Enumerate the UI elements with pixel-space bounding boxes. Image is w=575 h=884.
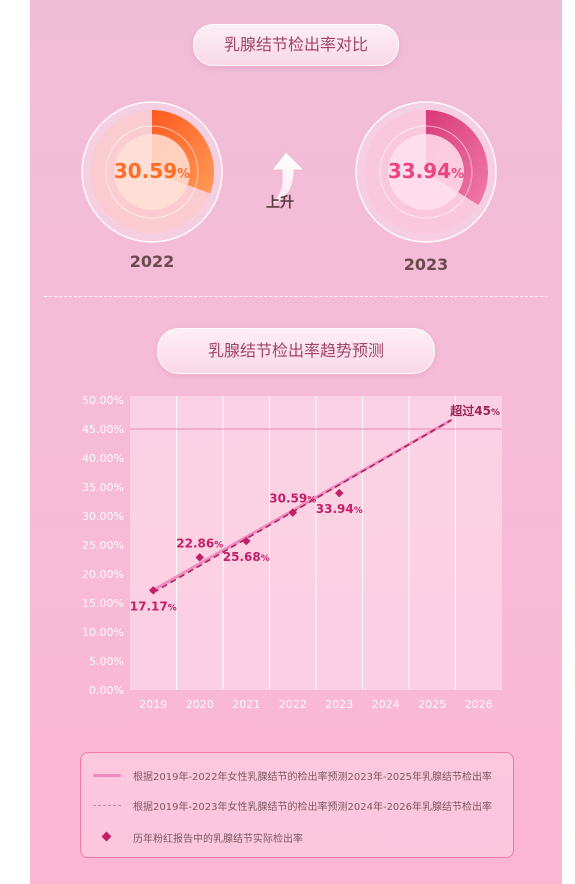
data-point <box>335 488 344 498</box>
trend-line-solid <box>151 418 453 592</box>
legend-label: 历年粉红报告中的乳腺结节实际检出率 <box>133 833 303 845</box>
data-label: 25.68% <box>223 550 270 564</box>
x-tick-label: 2023 <box>325 698 353 711</box>
data-point <box>195 553 204 562</box>
trend-line-dashed <box>152 419 452 594</box>
legend-dashed-swatch <box>93 799 121 811</box>
x-tick-label: 2026 <box>465 698 493 711</box>
year-label-2023: 2023 <box>403 255 449 274</box>
y-tick-label: 15.00% <box>82 597 124 610</box>
y-tick-label: 45.00% <box>82 423 124 436</box>
x-tick-label: 2025 <box>418 698 446 711</box>
x-tick-label: 2021 <box>232 698 260 711</box>
data-label: 30.59% <box>269 492 316 506</box>
donut-2023-graphic <box>355 101 497 243</box>
trend-title: 乳腺结节检出率趋势预测 <box>157 328 435 374</box>
legend-solid-swatch <box>93 769 121 781</box>
legend-item-solid: 根据2019年-2022年女性乳腺结节的检出率预测2023年-2025年乳腺结节… <box>93 765 492 785</box>
data-label: 33.94% <box>316 502 363 516</box>
legend-point-swatch <box>93 831 121 843</box>
x-tick-label: 2020 <box>186 698 214 711</box>
donut-2022: 30.59% <box>80 100 224 244</box>
legend-item-point: 历年粉红报告中的乳腺结节实际检出率 <box>93 827 303 847</box>
infographic-panel: 乳腺结节检出率对比 30.59% 2022 上升 <box>30 0 562 884</box>
legend-item-dashed: 根据2019年-2023年女性乳腺结节的检出率预测2024年-2026年乳腺结节… <box>93 795 492 815</box>
donut-2022-graphic <box>81 101 223 243</box>
donut-2023: 33.94% <box>354 100 498 244</box>
value-2023: 33.94% <box>387 159 465 183</box>
y-tick-label: 10.00% <box>82 626 124 639</box>
x-tick-label: 2019 <box>139 698 167 711</box>
y-tick-label: 0.00% <box>89 684 124 697</box>
y-tick-label: 40.00% <box>82 452 124 465</box>
trend-chart: 0.00% 5.00% 10.00% 15.00% 20.00% 25.00% 30.00%… <box>82 394 502 711</box>
y-tick-label: 20.00% <box>82 568 124 581</box>
annotation-over-45: 超过45% <box>449 403 500 418</box>
y-tick-label: 30.00% <box>82 510 124 523</box>
x-tick-label: 2022 <box>279 698 307 711</box>
data-label: 22.86% <box>176 536 223 550</box>
y-tick-label: 35.00% <box>82 481 124 494</box>
y-tick-label: 50.00% <box>82 394 124 407</box>
year-label-2022: 2022 <box>129 252 175 271</box>
chart-legend: 根据2019年-2022年女性乳腺结节的检出率预测2023年-2025年乳腺结节… <box>80 752 514 858</box>
y-tick-label: 25.00% <box>82 539 124 552</box>
x-tick-label: 2024 <box>372 698 400 711</box>
legend-label: 根据2019年-2023年女性乳腺结节的检出率预测2024年-2026年乳腺结节… <box>133 801 493 813</box>
data-point <box>288 508 297 517</box>
y-tick-label: 5.00% <box>89 655 124 668</box>
comparison-title: 乳腺结节检出率对比 <box>193 24 399 66</box>
data-label: 17.17% <box>130 599 177 613</box>
value-2022: 30.59% <box>113 159 191 183</box>
rise-label: 上升 <box>266 195 294 211</box>
legend-label: 根据2019年-2022年女性乳腺结节的检出率预测2023年-2025年乳腺结节… <box>133 771 493 783</box>
section-divider <box>44 296 548 297</box>
data-point <box>242 536 251 546</box>
up-arrow-icon <box>263 151 306 209</box>
